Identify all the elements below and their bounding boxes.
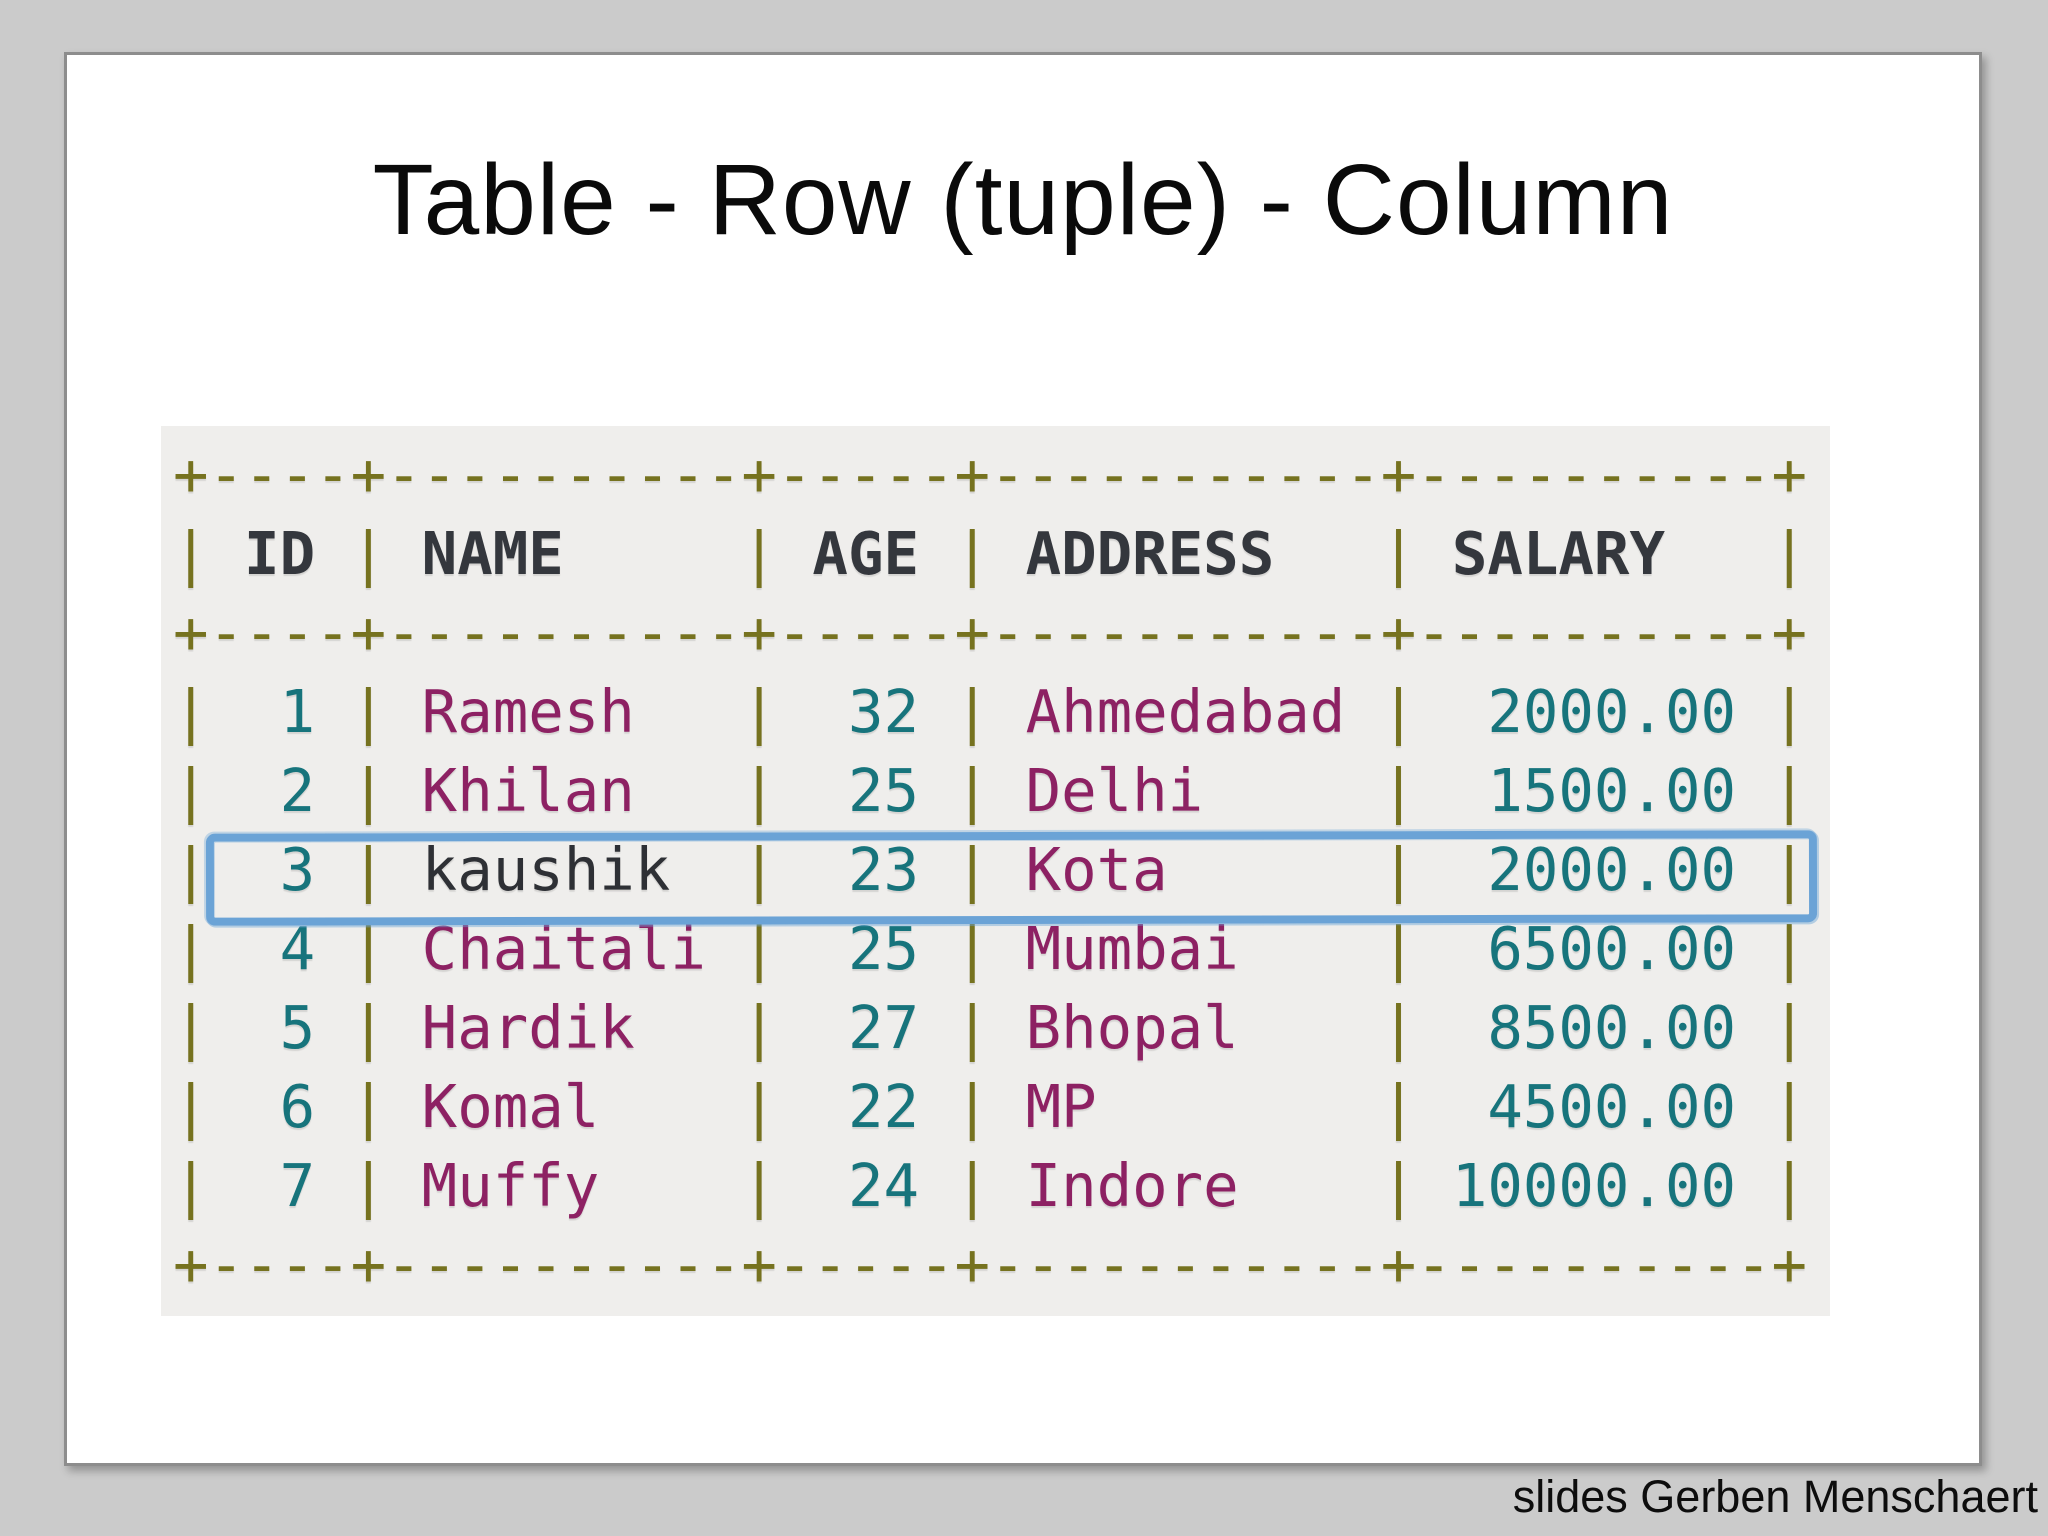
sql-result-table: +----+----------+-----+-----------+-----… [173, 440, 1808, 1299]
slide-title: Table - Row (tuple) - Column [372, 144, 1674, 256]
slide: Table - Row (tuple) - Column +----+-----… [64, 52, 1982, 1466]
attribution: slides Gerben Menschaert [1512, 1471, 2038, 1522]
sql-output-box: +----+----------+-----+-----------+-----… [161, 426, 1830, 1316]
